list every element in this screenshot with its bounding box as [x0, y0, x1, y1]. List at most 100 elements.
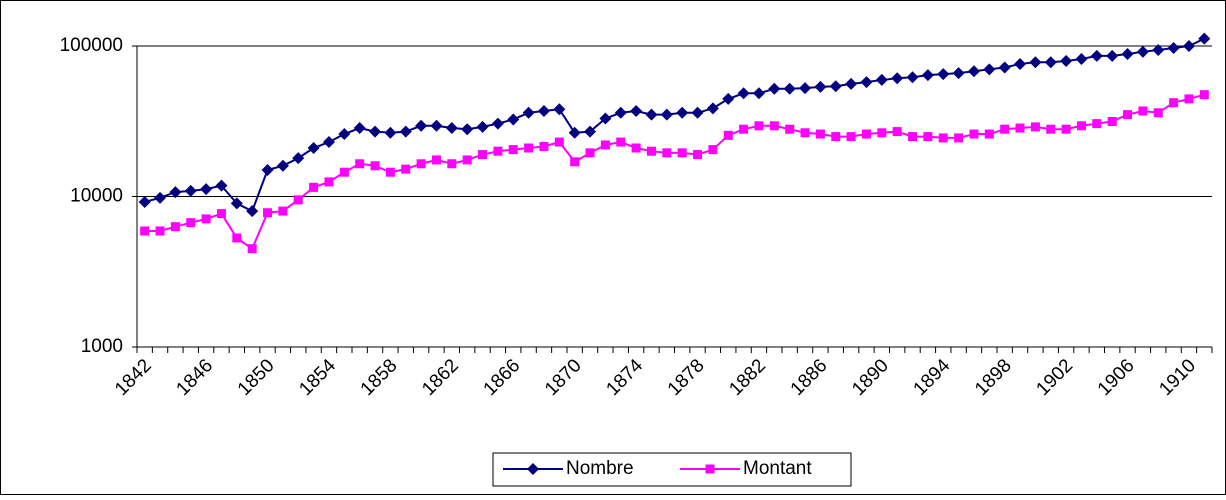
data-point [230, 197, 243, 210]
data-point [1184, 94, 1194, 104]
data-point [1014, 57, 1027, 70]
data-point [1044, 56, 1057, 69]
data-point [691, 106, 704, 119]
data-point [445, 122, 458, 135]
data-point [614, 106, 627, 119]
data-point [708, 145, 718, 155]
data-point [861, 129, 871, 139]
data-point [645, 108, 658, 121]
data-point [293, 195, 303, 205]
data-point [783, 82, 796, 95]
data-point [155, 226, 165, 236]
data-point [493, 146, 503, 156]
data-point [369, 125, 382, 138]
data-point [952, 67, 965, 80]
data-point [322, 136, 335, 149]
data-point [1199, 90, 1209, 100]
data-point [570, 157, 580, 167]
data-point [693, 150, 703, 160]
data-point [247, 244, 257, 254]
data-point [860, 76, 873, 89]
data-point [1136, 45, 1149, 58]
data-point [263, 208, 273, 218]
data-point [846, 132, 856, 142]
data-point [491, 117, 504, 130]
data-point [276, 159, 289, 172]
data-point [140, 226, 150, 236]
data-point [568, 126, 581, 139]
data-point [1061, 124, 1071, 134]
data-point [278, 206, 288, 216]
data-point [1092, 119, 1102, 129]
data-point [462, 155, 472, 165]
data-point [752, 87, 765, 100]
data-point [246, 205, 259, 218]
data-point [537, 104, 550, 117]
data-point [630, 104, 643, 117]
data-point [877, 128, 887, 138]
legend-label: Nombre [566, 458, 634, 479]
data-point [170, 222, 180, 232]
data-point [785, 124, 795, 134]
data-point [154, 191, 167, 204]
data-point [415, 119, 428, 132]
data-point [1123, 110, 1133, 120]
data-point [815, 129, 825, 139]
data-point [200, 183, 213, 196]
data-point [1153, 108, 1163, 118]
data-point [662, 148, 672, 158]
data-point [339, 167, 349, 177]
data-point [937, 68, 950, 81]
data-point [923, 132, 933, 142]
data-point [845, 77, 858, 90]
data-point [478, 150, 488, 160]
data-point [585, 148, 595, 158]
data-point [1121, 47, 1134, 60]
data-point [201, 214, 211, 224]
data-point [984, 129, 994, 139]
data-point [1030, 122, 1040, 132]
data-point [584, 125, 597, 138]
data-point [891, 72, 904, 85]
data-point [401, 164, 411, 174]
legend-marker [705, 464, 715, 474]
data-point [983, 63, 996, 76]
data-point [1138, 106, 1148, 116]
data-point [447, 159, 457, 169]
data-point [706, 102, 719, 115]
data-point [739, 124, 749, 134]
data-point [430, 119, 443, 132]
data-point [416, 159, 426, 169]
data-point [1029, 56, 1042, 69]
data-point [969, 129, 979, 139]
data-point [908, 132, 918, 142]
data-point [954, 133, 964, 143]
data-point [399, 125, 412, 138]
data-point [384, 126, 397, 139]
data-point [539, 141, 549, 151]
data-point [1106, 49, 1119, 62]
data-point [524, 143, 534, 153]
data-point [385, 167, 395, 177]
series-line [144, 93, 1205, 251]
data-point [553, 103, 566, 116]
data-point [1182, 40, 1195, 52]
data-point [1000, 124, 1010, 134]
data-point [677, 148, 687, 158]
data-point [769, 121, 779, 131]
data-point [921, 69, 934, 82]
data-point [799, 82, 812, 95]
data-point [676, 106, 689, 119]
data-point [875, 73, 888, 86]
data-point [1060, 54, 1073, 67]
data-point [554, 137, 564, 147]
data-point [616, 137, 626, 147]
data-point [831, 132, 841, 142]
data-point [737, 87, 750, 100]
data-point [324, 177, 334, 187]
data-point [261, 163, 274, 176]
data-point [754, 121, 764, 131]
data-point [1046, 124, 1056, 134]
